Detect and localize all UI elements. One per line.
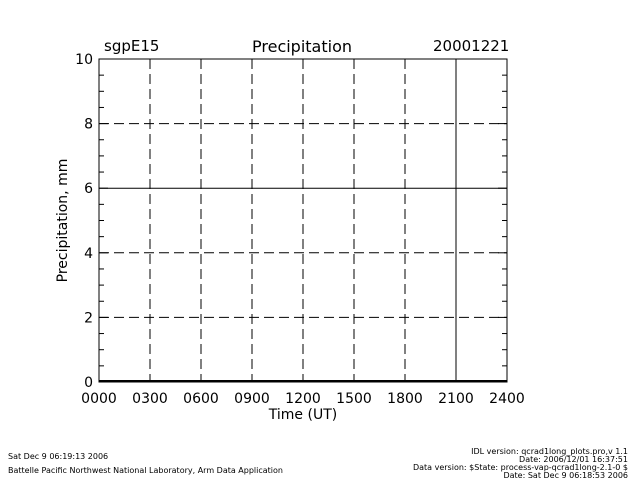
x-tick-label: 1500 <box>336 391 372 407</box>
date-label: 20001221 <box>433 37 510 55</box>
x-tick-label: 1200 <box>285 391 321 407</box>
y-axis-label: Precipitation, mm <box>55 159 71 283</box>
chart-title: Precipitation <box>252 37 353 56</box>
x-tick-label: 2400 <box>489 391 525 407</box>
footer-data-version: Data version: $State: process-vap-qcrad1… <box>412 463 628 472</box>
footer-timestamp: Sat Dec 9 06:19:13 2006 <box>8 452 109 461</box>
x-tick-label: 2100 <box>438 391 474 407</box>
y-tick-label: 8 <box>84 117 93 133</box>
x-tick-label: 0600 <box>183 391 219 407</box>
x-tick-label: 0300 <box>132 391 168 407</box>
footer-idl-date: Date: 2006/12/01 16:37:51 <box>519 455 628 464</box>
y-tick-label: 2 <box>84 310 93 326</box>
x-axis-label: Time (UT) <box>268 407 337 423</box>
x-tick-label: 1800 <box>387 391 423 407</box>
y-tick-label: 10 <box>75 52 93 68</box>
footer-data-date: Date: Sat Dec 9 06:18:53 2006 <box>503 471 628 480</box>
footer-credit: Battelle Pacific Northwest National Labo… <box>8 466 283 475</box>
x-tick-label: 0900 <box>234 391 270 407</box>
x-tick-label: 0000 <box>81 391 117 407</box>
y-tick-label: 6 <box>84 181 93 197</box>
site-label: sgpE15 <box>104 37 160 55</box>
y-tick-label: 4 <box>84 246 93 262</box>
y-tick-label: 0 <box>84 375 93 391</box>
footer-idl-version: IDL version: qcrad1long_plots.pro,v 1.1 <box>471 447 628 456</box>
